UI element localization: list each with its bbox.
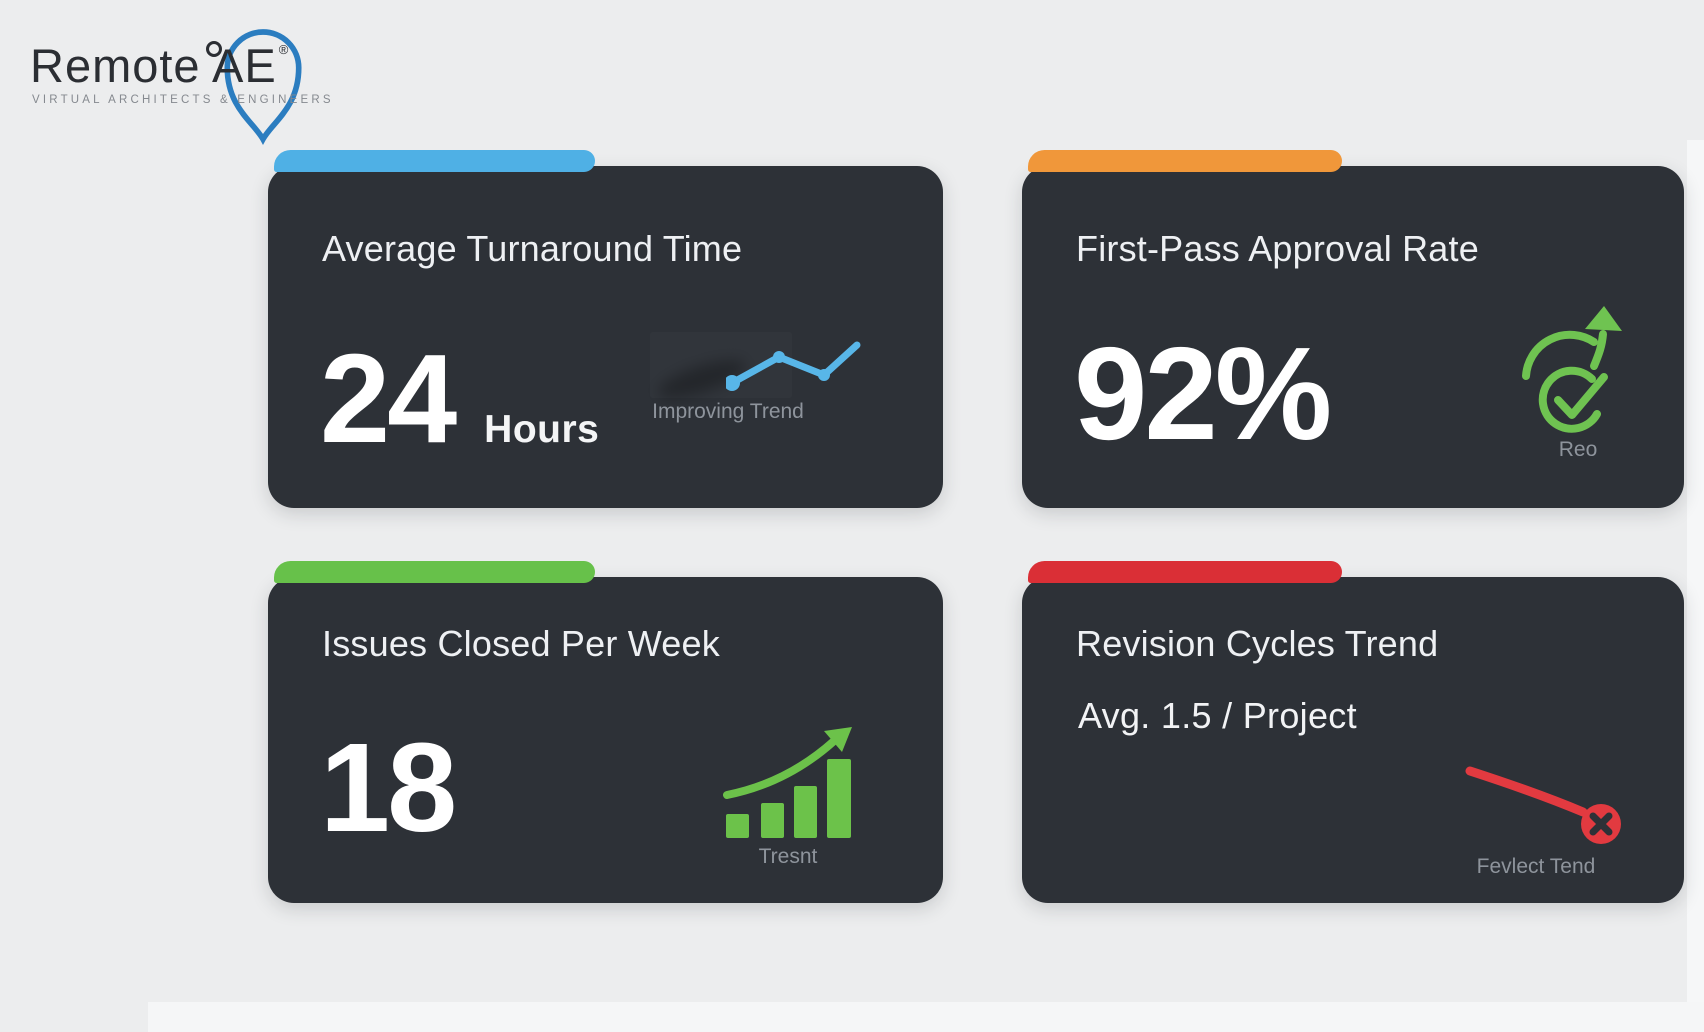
- card-accent-bar: [1028, 150, 1343, 172]
- declining-line-x-icon: [1465, 766, 1621, 844]
- metric-unit: Hours: [484, 408, 600, 451]
- brand-logo: Remote AE ® VIRTUAL ARCHITECTS & ENGINEER…: [30, 29, 331, 150]
- card-caption: Improving Trend: [652, 400, 804, 423]
- card-accent-bar: [274, 561, 595, 583]
- card-caption: Reo: [1558, 438, 1598, 461]
- card-title: Revision Cycles Trend: [1076, 623, 1439, 664]
- bottom-edge-strip: [148, 1002, 1704, 1032]
- kpi-card-issues-closed: Issues Closed Per Week 18 Tresnt: [268, 561, 943, 903]
- metric-value: 24: [320, 328, 457, 469]
- card-title: Average Turnaround Time: [322, 228, 743, 269]
- card-caption: Fevlect Tend: [1476, 855, 1596, 878]
- location-pin-icon: [224, 29, 302, 145]
- brand-name: Remote AE: [30, 39, 277, 92]
- metric-value-row: 24 Hours: [320, 326, 599, 471]
- card-accent-bar: [1028, 561, 1343, 583]
- growth-bar-chart-icon: [723, 727, 852, 838]
- metric-value: 18: [320, 717, 457, 858]
- right-edge-strip: [1687, 140, 1704, 1032]
- metric-value: 92%: [1074, 320, 1332, 467]
- approval-check-redo-icon: [1522, 306, 1622, 433]
- card-accent-bar: [274, 150, 595, 172]
- card-caption: Tresnt: [758, 845, 818, 868]
- kpi-card-revision-cycles: Revision Cycles Trend Avg. 1.5 / Project…: [1022, 561, 1684, 903]
- metric-value-row: 18: [320, 715, 457, 860]
- kpi-card-approval-rate: First-Pass Approval Rate 92% Reo: [1022, 150, 1684, 508]
- brand-tagline: VIRTUAL ARCHITECTS & ENGINEERS: [32, 94, 334, 106]
- kpi-card-turnaround-time: Average Turnaround Time 24 Hours Improvi…: [268, 150, 943, 508]
- metric-value: Avg. 1.5 / Project: [1078, 695, 1357, 736]
- improving-line-chart-icon: [726, 341, 861, 391]
- card-title: First-Pass Approval Rate: [1076, 228, 1479, 269]
- metric-value-row: 92%: [1074, 318, 1332, 469]
- compass-circle-icon: [206, 41, 222, 57]
- card-title: Issues Closed Per Week: [322, 623, 720, 664]
- registered-mark: ®: [278, 42, 289, 57]
